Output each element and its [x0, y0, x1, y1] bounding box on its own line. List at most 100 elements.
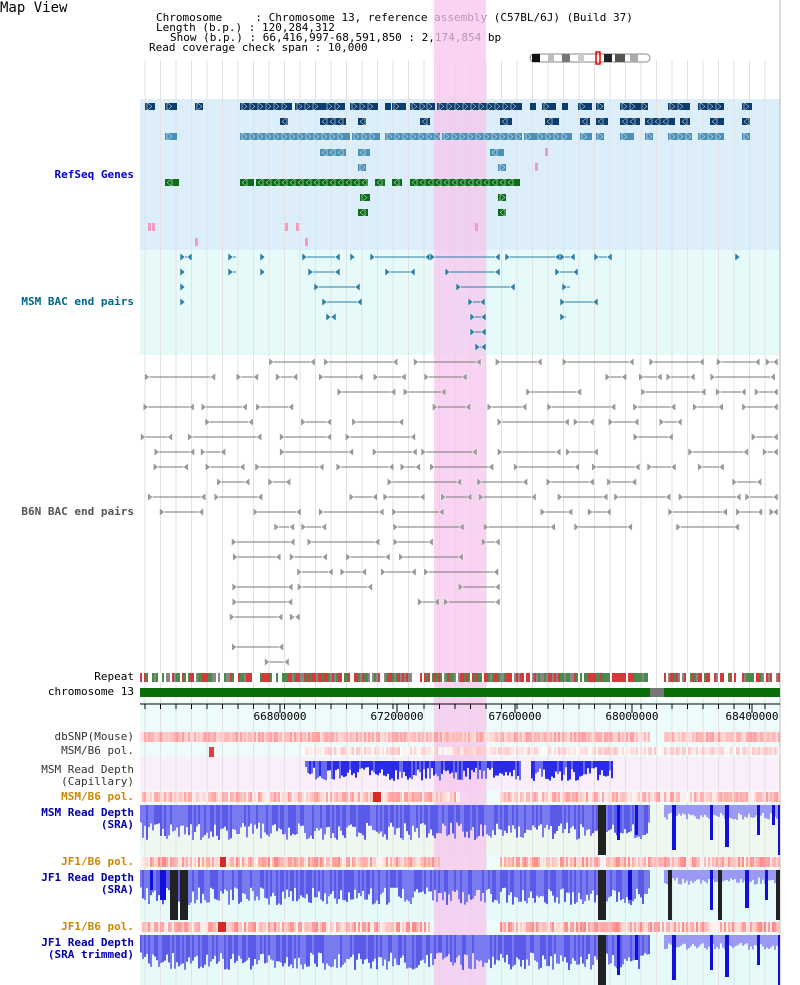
depth-bar	[398, 805, 400, 828]
pol-cell	[390, 732, 392, 742]
pol-cell	[710, 792, 712, 802]
pol-cell	[674, 732, 676, 742]
pol-cell	[416, 857, 418, 867]
depth-bar	[332, 870, 334, 892]
depth-bar	[198, 870, 200, 888]
pol-cell	[298, 922, 300, 932]
pol-cell	[244, 922, 246, 932]
pol-cell	[164, 857, 166, 867]
pol-cell	[314, 922, 316, 932]
b6n-bac-end-pairs-label[interactable]: B6N BAC end pairs	[21, 505, 134, 518]
depth-bar	[296, 870, 298, 902]
pol-cell	[356, 857, 358, 867]
b6n-bac-end	[201, 402, 207, 412]
pol-cell	[424, 857, 426, 867]
depth-bar	[588, 870, 590, 901]
depth-bar	[326, 935, 328, 964]
pol-cell	[464, 747, 466, 755]
pol-cell	[212, 857, 214, 867]
pol-cell	[182, 792, 184, 802]
depth-bar	[454, 870, 456, 892]
pol-cell	[502, 857, 504, 867]
depth-bar	[490, 805, 492, 838]
ideogram-band	[615, 54, 625, 62]
pol-cell	[740, 922, 742, 932]
gene-strand-arrow	[329, 131, 336, 142]
jf1-b6-pol-label-1[interactable]: JF1/B6 pol.	[61, 855, 134, 868]
pol-cell	[312, 732, 314, 742]
depth-bar	[184, 935, 186, 970]
msm-read-depth-sra-label[interactable]: MSM Read Depth (SRA)	[41, 806, 134, 831]
repeat-segment	[618, 673, 620, 682]
pol-cell	[740, 857, 742, 867]
depth-spike	[757, 935, 760, 965]
pol-cell	[628, 747, 630, 755]
gene-strand-arrow	[711, 116, 718, 127]
depth-bar	[290, 935, 292, 965]
msm-b6-pol-label-1[interactable]: MSM/B6 pol.	[61, 744, 134, 757]
pol-cell	[622, 732, 624, 742]
pol-cell	[302, 732, 304, 742]
depth-bar	[224, 870, 226, 890]
pol-cell	[172, 732, 174, 742]
coverage-label: Read coverage check span	[149, 41, 308, 54]
repeat-segment	[224, 673, 226, 682]
jf1-read-depth-sra-label[interactable]: JF1 Read Depth (SRA)	[41, 871, 134, 896]
depth-bar	[164, 935, 166, 961]
pol-cell	[708, 747, 710, 755]
msm-bac-end	[313, 282, 320, 292]
depth-bar	[612, 805, 614, 825]
repeat-segment	[546, 673, 548, 682]
depth-bar	[730, 805, 732, 819]
jf1-read-depth-sra-trimmed-label[interactable]: JF1 Read Depth (SRA trimmed)	[41, 936, 134, 961]
depth-bar	[250, 870, 252, 888]
msm-read-depth-capillary-label[interactable]: MSM Read Depth (Capillary)	[41, 763, 134, 788]
msm-bac-end-pairs-label[interactable]: MSM BAC end pairs	[21, 295, 134, 308]
depth-bar	[194, 870, 196, 904]
msm-b6-pol-label-2[interactable]: MSM/B6 pol.	[61, 790, 134, 803]
pol-cell	[226, 922, 228, 932]
refseq-genes-label[interactable]: RefSeq Genes	[54, 168, 134, 181]
pol-cell	[388, 792, 390, 802]
depth-bar	[337, 761, 339, 769]
depth-bar	[415, 761, 417, 776]
pol-cell	[334, 792, 336, 802]
repeat-segment	[478, 673, 480, 682]
gene-strand-arrow	[329, 147, 336, 158]
pol-cell	[328, 792, 330, 802]
depth-bar	[310, 935, 312, 953]
gene-strand-arrow	[685, 131, 692, 142]
chromosome-gap	[650, 688, 664, 697]
depth-bar	[678, 935, 680, 948]
pol-cell	[670, 747, 672, 755]
depth-bar	[686, 935, 688, 950]
depth-bar	[453, 761, 455, 779]
repeat-segment	[352, 673, 354, 682]
depth-spike	[710, 805, 713, 840]
pol-cell	[282, 922, 284, 932]
pol-cell	[208, 732, 210, 742]
pol-cell	[624, 857, 626, 867]
pol-cell	[378, 857, 380, 867]
depth-bar	[284, 805, 286, 834]
pol-cell	[412, 792, 414, 802]
repeat-segment	[520, 673, 522, 682]
pol-cell	[506, 732, 508, 742]
pol-cell	[350, 857, 352, 867]
depth-bar	[684, 805, 686, 815]
pol-cell	[264, 922, 266, 932]
repeat-segment	[538, 673, 540, 682]
depth-bar	[358, 870, 360, 894]
repeat-segment	[598, 673, 600, 682]
pol-cell	[396, 732, 398, 742]
jf1-b6-pol-label-2[interactable]: JF1/B6 pol.	[61, 920, 134, 933]
pol-cell	[500, 922, 502, 932]
pol-cell	[402, 792, 404, 802]
pol-cell	[312, 747, 314, 755]
pol-cell	[200, 922, 202, 932]
dbsnp-mouse-label[interactable]: dbSNP(Mouse)	[54, 730, 134, 743]
depth-bar	[422, 935, 424, 960]
depth-bar	[200, 805, 202, 840]
repeat-segment	[508, 673, 510, 682]
